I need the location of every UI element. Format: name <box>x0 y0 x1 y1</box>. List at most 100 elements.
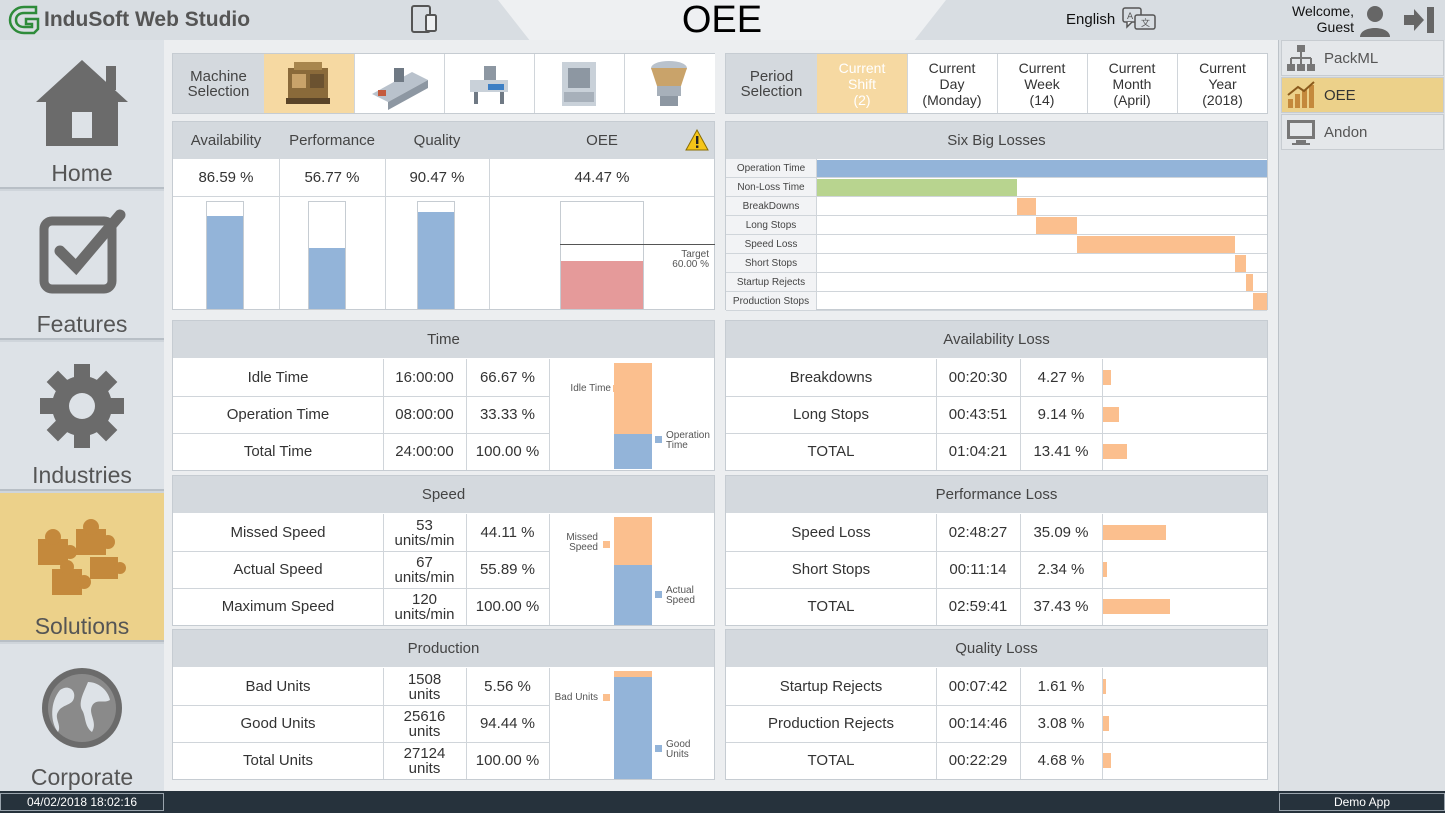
period-4-line-2: Month <box>1112 75 1152 92</box>
machine-selection-panel: Machine Selection <box>172 53 715 114</box>
period-3-line-3: (14) <box>1029 91 1055 108</box>
speed-chart-missed-label: Missed Speed <box>553 533 610 553</box>
rnav-oee[interactable]: OEE <box>1281 77 1444 113</box>
availability-loss-row-2-label: Long Stops <box>793 406 869 423</box>
speed-chart-actual-text-1: Actual <box>666 585 694 596</box>
nav-industries-label: Industries <box>32 462 132 488</box>
column-divider <box>936 514 937 625</box>
period-current-week[interactable]: Current Week (14) <box>997 54 1087 113</box>
logout-icon[interactable] <box>1402 5 1436 35</box>
welcome-line-1: Welcome, <box>1292 3 1354 19</box>
quality-loss-row-1-bar <box>1103 679 1106 694</box>
production-chart-good-label: Good Units <box>655 739 716 760</box>
welcome-user-name: Guest <box>1316 19 1354 35</box>
availability-value: 86.59 % <box>198 169 254 186</box>
oee-gauge-fill <box>561 261 643 309</box>
period-5-line-3: (2018) <box>1202 91 1243 108</box>
rnav-packml[interactable]: PackML <box>1281 40 1444 76</box>
production-row-3-label: Total Units <box>242 752 314 769</box>
production-chart-good-text-2: Units <box>666 749 689 760</box>
nav-features[interactable]: Features <box>0 191 164 340</box>
period-selection-label: Period Selection <box>740 67 803 100</box>
row-divider <box>726 705 1267 706</box>
quality-loss-row-3-label: TOTAL <box>807 752 855 769</box>
mobile-tablet-icon[interactable] <box>408 3 440 35</box>
time-chart-operation-text-2: Time <box>666 440 688 451</box>
nav-corporate-label: Corporate <box>30 764 134 790</box>
machine-1-icon <box>286 62 330 104</box>
user-icon[interactable] <box>1358 3 1392 37</box>
production-chart-bad-label: Bad Units <box>550 693 610 703</box>
machine-2-icon <box>372 68 428 110</box>
loss-label-3: BreakDowns <box>726 197 816 216</box>
availability-loss-row-2-percent: 9.14 % <box>1037 406 1085 423</box>
logo: InduSoft Web Studio <box>8 3 250 37</box>
nav-solutions-label: Solutions <box>34 613 130 639</box>
availability-loss-row-3-percent: 13.41 % <box>1033 443 1089 460</box>
period-current-month[interactable]: Current Month (April) <box>1087 54 1177 113</box>
speed-stack-chart <box>614 517 652 625</box>
speed-row-2-value-cell: 67 units/min <box>383 551 466 588</box>
period-selection-label-cell <box>726 54 817 113</box>
column-divider <box>1102 514 1103 625</box>
period-selection-panel: Period Selection Current Shift (2) Curre… <box>725 53 1268 114</box>
svg-text:文: 文 <box>1141 17 1150 29</box>
period-current-day[interactable]: Current Day (Monday) <box>907 54 997 113</box>
nav-industries[interactable]: Industries <box>0 342 164 491</box>
period-2-line-2: Day <box>939 75 965 92</box>
nav-solutions[interactable]: Solutions <box>0 493 164 642</box>
production-row-2-label: Good Units <box>240 715 316 732</box>
machine-option-1[interactable] <box>264 54 354 113</box>
svg-text:A: A <box>1127 12 1134 22</box>
warning-icon[interactable] <box>685 129 709 151</box>
time-row-3-value: 24:00:00 <box>395 443 454 460</box>
six-big-losses-title: Six Big Losses <box>726 122 1267 159</box>
quality-loss-row-1-percent: 1.61 % <box>1037 678 1085 695</box>
page-title: OEE <box>681 0 763 41</box>
quality-loss-row-2-label: Production Rejects <box>768 715 894 732</box>
rnav-andon[interactable]: Andon <box>1281 114 1444 150</box>
production-row-3-value: 27124 <box>403 744 446 762</box>
machine-3-icon <box>470 66 508 104</box>
time-row-1-percent: 66.67 % <box>479 369 536 386</box>
nav-home[interactable]: Home <box>0 40 164 189</box>
loss-row-divider <box>816 177 1267 178</box>
rnav-andon-label: Andon <box>1324 123 1368 141</box>
availability-gauge-fill <box>207 216 243 309</box>
machine-option-3[interactable] <box>444 54 534 113</box>
machine-option-4[interactable] <box>534 54 624 113</box>
welcome-text: Welcome, Guest <box>1270 3 1354 35</box>
loss-row-divider <box>816 253 1267 254</box>
translate-icon: A文 <box>1122 7 1156 30</box>
oee-gauge <box>560 201 644 309</box>
nav-corporate[interactable]: Corporate <box>0 644 164 793</box>
period-2-line-1: Current <box>928 59 976 76</box>
performance-loss-row-3-bar <box>1103 599 1171 614</box>
quality-loss-panel: Quality Loss Startup Rejects 00:07:42 1.61… <box>725 629 1268 780</box>
machine-option-2[interactable] <box>354 54 444 113</box>
availability-loss-row-3-label: TOTAL <box>807 443 855 460</box>
checkbox-icon <box>39 209 126 294</box>
kpi-panel: Availability Performance Quality OEE 86.… <box>172 121 715 310</box>
loss-label-2: Non-Loss Time <box>726 178 816 197</box>
production-good-segment <box>614 677 652 779</box>
speed-title: Speed <box>173 476 714 513</box>
time-title: Time <box>173 321 714 358</box>
period-current-shift[interactable] <box>817 54 907 113</box>
machine-4-icon <box>562 62 596 106</box>
column-divider <box>1102 668 1103 779</box>
production-row-3-value-cell: 27124 units <box>383 742 466 779</box>
performance-gauge-fill <box>309 248 345 309</box>
machine-option-5[interactable] <box>624 54 715 113</box>
row-divider <box>726 433 1267 434</box>
hierarchy-icon <box>1287 45 1315 71</box>
period-current-year[interactable]: Current Year (2018) <box>1177 54 1268 113</box>
quality-loss-row-1-value: 00:07:42 <box>948 678 1008 695</box>
period-1-line-3: (2) <box>853 91 871 108</box>
row-divider <box>726 742 1267 743</box>
loss-bar-4 <box>1035 217 1078 234</box>
production-chart-good-text-1: Good <box>666 739 691 750</box>
globe-icon <box>42 668 122 748</box>
performance-value: 56.77 % <box>304 169 360 186</box>
